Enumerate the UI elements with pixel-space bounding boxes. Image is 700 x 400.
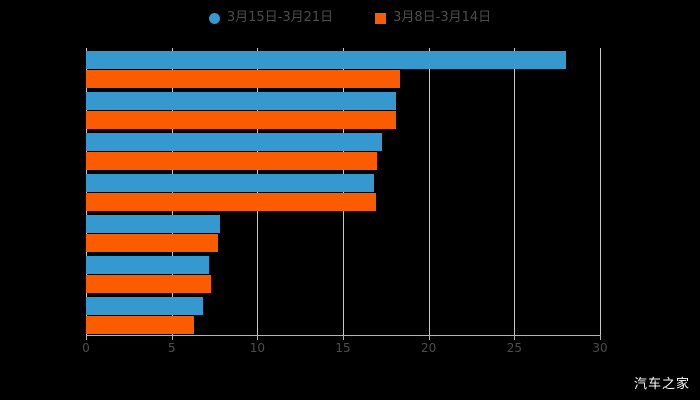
- bar-primary[interactable]: [86, 51, 566, 69]
- gridline: [600, 48, 601, 335]
- x-axis-tick-label: 20: [421, 341, 437, 355]
- x-axis-tick: [257, 335, 259, 340]
- bar-primary[interactable]: [86, 92, 397, 110]
- bar-primary[interactable]: [86, 215, 220, 233]
- legend-label-series-1: 3月15日-3月21日: [226, 10, 334, 25]
- chart-category-row: 韩国: [86, 51, 600, 92]
- bar-secondary[interactable]: [86, 193, 376, 211]
- chart-legend: 3月15日-3月21日 3月8日-3月14日: [0, 6, 700, 30]
- x-axis-tick: [514, 335, 516, 340]
- x-axis-tick: [86, 335, 87, 340]
- x-axis-tick-label: 15: [335, 341, 351, 355]
- square-marker-icon: [375, 12, 387, 24]
- legend-item-series-2[interactable]: 3月8日-3月14日: [375, 11, 491, 25]
- legend-item-series-1[interactable]: 3月15日-3月21日: [208, 10, 334, 25]
- bar-secondary[interactable]: [86, 152, 378, 170]
- chart-category-row: 英国: [86, 92, 600, 133]
- gridline: [514, 48, 516, 335]
- circle-marker-icon: [208, 12, 220, 24]
- bar-secondary[interactable]: [86, 234, 218, 252]
- x-axis-tick-label: 10: [249, 341, 265, 355]
- bar-primary[interactable]: [86, 174, 374, 192]
- chart-category-row: 中国: [86, 256, 600, 297]
- watermark: 汽车之家: [633, 377, 690, 392]
- bar-primary[interactable]: [86, 256, 210, 274]
- chart-category-row: 其他: [86, 133, 600, 174]
- x-axis-tick: [600, 335, 601, 340]
- x-axis-tick: [428, 335, 430, 340]
- bar-secondary[interactable]: [86, 70, 400, 88]
- bar-secondary[interactable]: [86, 111, 397, 129]
- x-axis-tick-label: 25: [506, 341, 522, 355]
- bar-secondary[interactable]: [86, 316, 194, 334]
- x-axis-tick-label: 0: [82, 341, 90, 355]
- gridline: [428, 48, 430, 335]
- x-axis-tick: [171, 335, 173, 340]
- chart-category-row: 美国: [86, 174, 600, 215]
- x-axis-tick-label: 30: [592, 341, 608, 355]
- bar-primary[interactable]: [86, 133, 383, 151]
- chart-category-row: 德国: [86, 215, 600, 256]
- chart-category-row: 日本: [86, 297, 600, 338]
- bar-primary[interactable]: [86, 297, 203, 315]
- plot-area: 韩国英国其他美国德国中国日本: [86, 48, 601, 338]
- x-axis-tick: [343, 335, 344, 340]
- x-axis-tick-label: 5: [167, 341, 176, 355]
- bar-secondary[interactable]: [86, 275, 212, 293]
- legend-label-series-2: 3月8日-3月14日: [393, 10, 492, 25]
